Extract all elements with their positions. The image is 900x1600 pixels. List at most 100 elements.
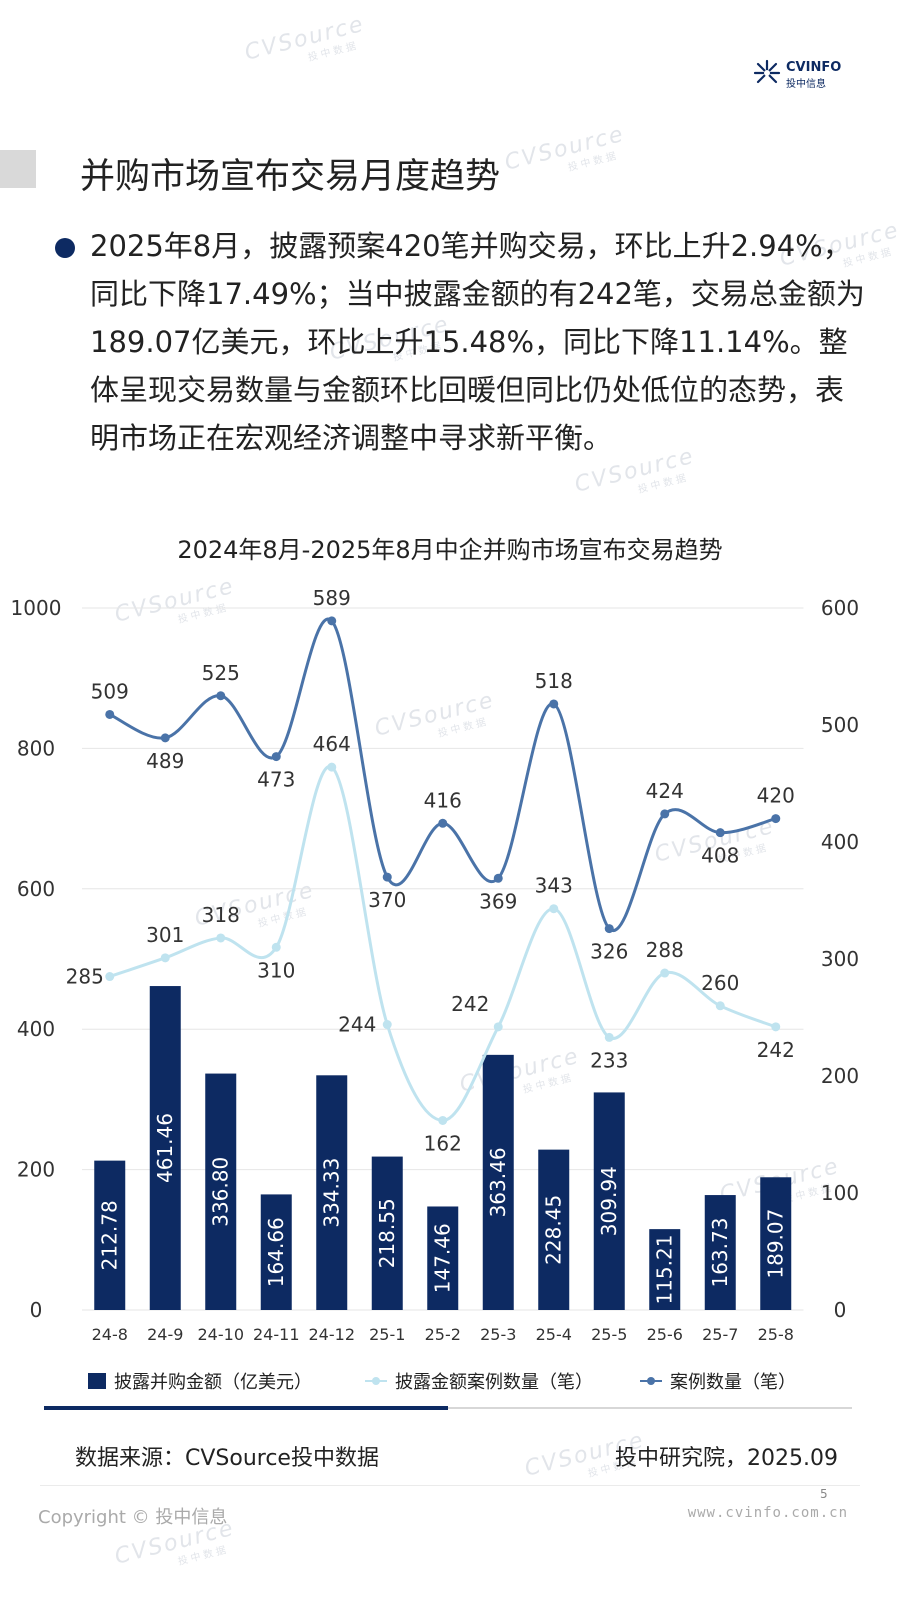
legend-label: 案例数量（笔） [670, 1372, 796, 1393]
bar [371, 1156, 403, 1310]
disclosed-count-data-label: 301 [146, 923, 184, 947]
logo-brand-sub: 投中信息 [786, 79, 826, 90]
y-right-tick-label: 400 [821, 830, 859, 854]
case-count-data-label: 589 [313, 590, 351, 610]
divider [44, 1406, 448, 1410]
bar [260, 1194, 292, 1310]
x-tick-label: 25-7 [702, 1325, 738, 1344]
bar [482, 1054, 514, 1310]
case-count-point [271, 752, 281, 762]
bullet-dot-icon [55, 238, 75, 258]
x-tick-label: 25-6 [647, 1325, 683, 1344]
y-left-tick-label: 1000 [11, 596, 62, 620]
legend-label: 披露金额案例数量（笔） [395, 1372, 593, 1393]
copyright: Copyright © 投中信息 [38, 1507, 228, 1528]
disclosed-count-data-label: 233 [590, 1048, 628, 1072]
legend-line-swatch [365, 1377, 387, 1385]
y-left-tick-label: 400 [17, 1017, 55, 1041]
bar [94, 1160, 126, 1310]
case-count-data-label: 408 [701, 844, 739, 868]
x-tick-label: 25-2 [425, 1325, 461, 1344]
disclosed-count-point [216, 933, 226, 943]
legend-item-case-count: 案例数量（笔） [640, 1368, 796, 1394]
y-left-tick-label: 800 [17, 736, 55, 760]
title-accent-bar [0, 150, 36, 188]
bar-data-label: 363.46 [486, 1147, 510, 1217]
case-count-point [216, 691, 226, 701]
page-number: 5 [820, 1487, 828, 1501]
page-title: 并购市场宣布交易月度趋势 [80, 157, 501, 197]
y-right-tick-label: 500 [821, 713, 859, 737]
disclosed-count-point [604, 1032, 614, 1042]
disclosed-count-point [271, 942, 281, 952]
case-count-data-label: 416 [424, 788, 462, 812]
disclosed-count-data-label: 288 [646, 938, 684, 962]
bar-data-label: 334.33 [320, 1158, 344, 1228]
case-count-data-label: 518 [535, 669, 573, 693]
case-count-data-label: 369 [479, 889, 517, 913]
bar-data-label: 336.80 [209, 1157, 233, 1227]
x-tick-label: 24-10 [198, 1325, 245, 1344]
bar [427, 1206, 459, 1310]
bar-data-label: 212.78 [98, 1200, 122, 1270]
chart-title: 2024年8月-2025年8月中企并购市场宣布交易趋势 [177, 536, 723, 564]
y-left-tick-label: 600 [17, 877, 55, 901]
disclosed-count-data-label: 260 [701, 971, 739, 995]
bar-data-label: 309.94 [597, 1166, 621, 1236]
disclosed-count-line [109, 765, 777, 1122]
summary-text: 2025年8月，披露预案420笔并购交易，环比上升2.94%，同比下降17.49… [90, 229, 865, 455]
disclosed-count-point [660, 968, 670, 978]
case-count-data-label: 489 [146, 749, 184, 773]
case-count-point [382, 872, 392, 882]
y-left-tick-label: 200 [17, 1158, 55, 1182]
case-count-point [493, 873, 503, 883]
disclosed-count-point [771, 1022, 781, 1032]
x-tick-label: 24-9 [147, 1325, 183, 1344]
case-count-data-label: 509 [91, 679, 129, 703]
disclosed-count-point [327, 762, 337, 772]
disclosed-count-point [715, 1001, 725, 1011]
bar [760, 1177, 792, 1310]
x-tick-label: 25-8 [758, 1325, 794, 1344]
case-count-point [549, 699, 559, 709]
disclosed-count-point [438, 1115, 448, 1125]
disclosed-count-point [160, 953, 170, 963]
x-tick-label: 24-11 [253, 1325, 300, 1344]
case-count-data-label: 473 [257, 768, 295, 792]
chart-legend: 披露并购金额（亿美元） 披露金额案例数量（笔） 案例数量（笔） [0, 1368, 900, 1394]
x-tick-label: 25-5 [591, 1325, 627, 1344]
data-source: 数据来源：CVSource投中数据 [75, 1446, 379, 1471]
x-tick-label: 25-4 [536, 1325, 572, 1344]
disclosed-count-data-label: 242 [451, 992, 489, 1016]
bar-data-label: 218.55 [375, 1198, 399, 1268]
legend-item-amount: 披露并购金额（亿美元） [88, 1368, 312, 1394]
bar-data-label: 189.07 [764, 1209, 788, 1279]
bar [205, 1073, 237, 1310]
y-right-tick-label: 0 [834, 1298, 847, 1322]
logo-burst-icon [753, 59, 781, 84]
legend-line-swatch [640, 1377, 662, 1385]
bar-data-label: 461.46 [153, 1113, 177, 1183]
x-tick-label: 24-8 [92, 1325, 128, 1344]
legend-bar-swatch [88, 1373, 106, 1389]
case-count-point [105, 709, 115, 719]
disclosed-count-point [549, 904, 559, 914]
disclosed-count-data-label: 318 [202, 903, 240, 927]
divider [448, 1407, 852, 1409]
bar-data-label: 228.45 [542, 1195, 566, 1265]
case-count-data-label: 525 [202, 661, 240, 685]
website-link[interactable]: www.cvinfo.com.cn [687, 1505, 848, 1521]
case-count-point [604, 924, 614, 934]
bar [149, 986, 181, 1310]
y-right-tick-label: 300 [821, 947, 859, 971]
combo-chart: 0 200 400 600 800 1000 0 100 200 300 400 500 600 24-8… [11, 590, 860, 1344]
disclosed-count-data-label: 285 [66, 965, 104, 989]
disclosed-count-data-label: 242 [757, 1038, 795, 1062]
credit: 投中研究院，2025.09 [615, 1446, 838, 1471]
y-right-tick-label: 200 [821, 1064, 859, 1088]
disclosed-count-point [105, 972, 115, 982]
bar [316, 1075, 348, 1310]
disclosed-count-data-label: 464 [313, 732, 351, 756]
